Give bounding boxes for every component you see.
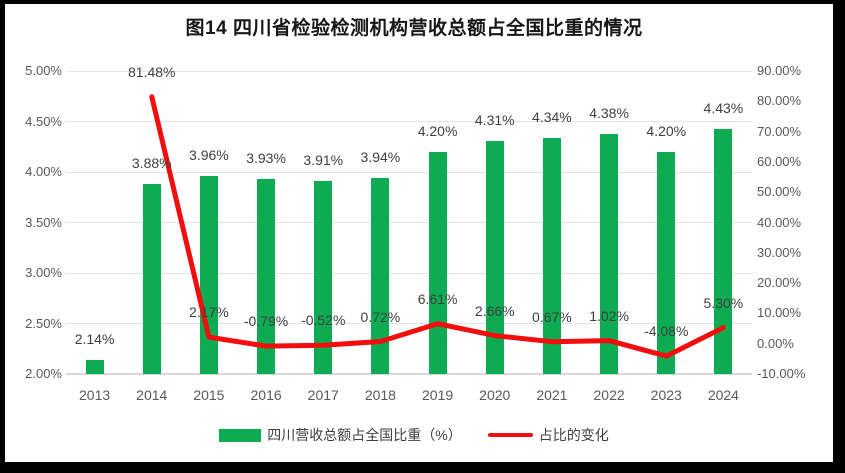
right-axis-tick-label: 20.00% xyxy=(757,275,802,291)
bar-value-label: 4.20% xyxy=(646,122,687,139)
bar-2024 xyxy=(714,128,733,374)
bar-value-label: 4.43% xyxy=(703,99,744,116)
bar-value-label: 2.14% xyxy=(74,330,115,347)
x-axis-year-label: 2019 xyxy=(422,387,454,403)
gridline xyxy=(66,70,752,72)
line-value-label: 1.02% xyxy=(589,307,629,324)
line-value-label: 2.66% xyxy=(474,302,515,319)
right-axis-tick-label: 80.00% xyxy=(757,93,802,109)
bar-value-label: 3.91% xyxy=(303,152,344,169)
line-series-swatch-icon xyxy=(487,433,533,437)
x-axis-year-label: 2022 xyxy=(593,387,625,403)
right-axis-tick-label: 70.00% xyxy=(757,123,802,139)
bar-series-swatch-icon xyxy=(219,428,262,442)
right-axis-tick-label: -10.00% xyxy=(757,366,806,381)
line-value-label: 0.72% xyxy=(360,308,401,325)
line-value-label: 0.67% xyxy=(532,308,572,325)
gridline xyxy=(66,373,752,375)
bar-value-label: 3.96% xyxy=(189,147,229,164)
gridline xyxy=(66,222,752,223)
left-axis-tick-label: 5.00% xyxy=(25,63,62,78)
x-axis-year-label: 2017 xyxy=(307,387,339,403)
gridline xyxy=(66,272,752,274)
bar-2022 xyxy=(600,133,619,374)
x-axis-year-label: 2023 xyxy=(650,387,682,403)
right-axis-tick-label: 30.00% xyxy=(757,244,802,260)
bar-value-label: 3.93% xyxy=(246,150,286,167)
line-value-label: -0.79% xyxy=(243,313,289,330)
x-axis-year-label: 2024 xyxy=(707,387,739,403)
x-axis-year-label: 2020 xyxy=(479,387,511,403)
line-value-label: -4.08% xyxy=(644,323,689,340)
x-axis-year-label: 2014 xyxy=(136,387,168,403)
bar-value-label: 4.31% xyxy=(474,111,515,128)
gridline xyxy=(66,171,752,173)
bar-value-label: 3.88% xyxy=(131,155,172,172)
bar-value-label: 4.38% xyxy=(589,104,629,121)
bar-value-label: 3.94% xyxy=(360,149,401,166)
right-axis-tick-label: 60.00% xyxy=(757,153,802,169)
right-axis-tick-label: 90.00% xyxy=(757,63,802,78)
bar-value-label: 4.34% xyxy=(532,108,572,125)
x-axis-year-label: 2021 xyxy=(536,387,568,403)
bar-2017 xyxy=(314,181,333,374)
left-axis-tick-label: 3.00% xyxy=(25,265,62,280)
bar-value-label: 4.20% xyxy=(417,122,458,139)
bar-2016 xyxy=(257,179,276,374)
x-axis-year-label: 2015 xyxy=(193,387,225,403)
right-axis-tick-label: 40.00% xyxy=(757,214,802,230)
bar-2020 xyxy=(485,140,504,374)
bar-2018 xyxy=(371,178,390,374)
bar-2013 xyxy=(85,359,104,374)
bar-2021 xyxy=(542,137,561,374)
bar-2023 xyxy=(657,151,676,374)
line-value-label: 5.30% xyxy=(703,294,744,311)
x-axis-year-label: 2016 xyxy=(250,387,282,403)
x-axis-year-label: 2018 xyxy=(364,387,396,403)
right-axis-tick-label: 0.00% xyxy=(757,335,794,351)
bar-2014 xyxy=(142,184,161,374)
left-axis-tick-label: 2.50% xyxy=(25,315,62,331)
left-axis-tick-label: 3.50% xyxy=(25,214,62,230)
line-value-label: -0.52% xyxy=(301,312,346,329)
line-value-label: 2.17% xyxy=(189,304,229,321)
left-axis-tick-label: 4.00% xyxy=(25,164,62,179)
legend-item-line-series: 占比的变化 xyxy=(487,425,609,445)
right-axis-tick-label: 50.00% xyxy=(757,184,802,200)
bar-2019 xyxy=(428,151,447,374)
bar-2015 xyxy=(199,176,218,374)
left-axis-tick-label: 4.50% xyxy=(25,113,62,129)
left-axis-tick-label: 2.00% xyxy=(25,366,62,381)
right-axis-tick-label: 10.00% xyxy=(757,305,802,321)
line-value-label: 81.48% xyxy=(128,63,176,80)
legend-line-label: 占比的变化 xyxy=(538,427,609,443)
chart-title: 图14 四川省检验检测机构营收总额占全国比重的情况 xyxy=(185,18,643,39)
legend: 四川营收总额占全国比重（%） 占比的变化 xyxy=(0,425,828,445)
legend-bar-label: 四川营收总额占全国比重（%） xyxy=(267,427,462,443)
legend-item-bar-series: 四川营收总额占全国比重（%） xyxy=(219,425,462,445)
x-axis-year-label: 2013 xyxy=(79,387,111,403)
line-value-label: 6.61% xyxy=(417,290,458,307)
